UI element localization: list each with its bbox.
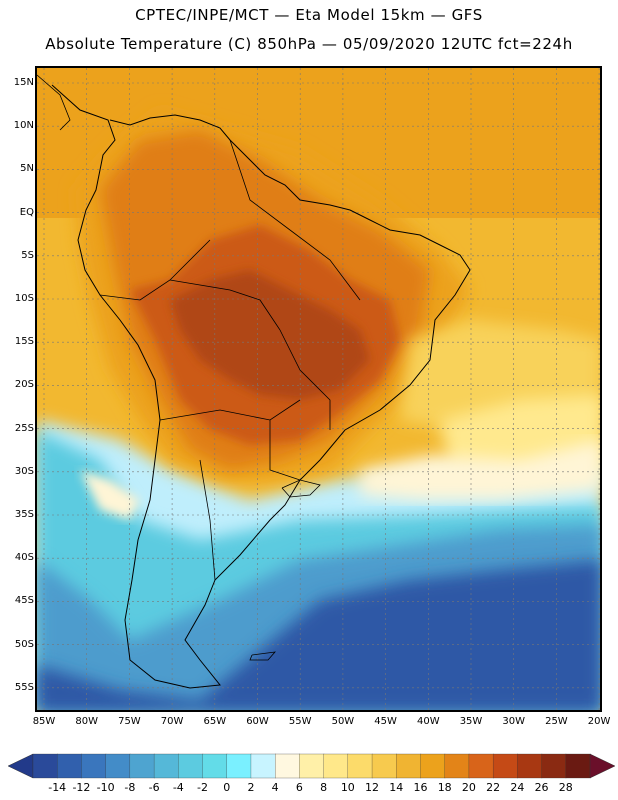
colorbar-tick-label: 28: [558, 781, 573, 794]
colorbar-swatch: [468, 753, 494, 779]
colorbar-swatch: [275, 753, 301, 779]
colorbar-tick-label: -8: [124, 781, 136, 794]
colorbar-tick-label: 24: [510, 781, 525, 794]
colorbar-tick-label: -4: [172, 781, 184, 794]
colorbar-swatch: [541, 753, 567, 779]
latitude-label: 5N: [20, 163, 34, 175]
temperature-map: [35, 66, 602, 712]
map-title-line-2: Absolute Temperature (C) 850hPa — 05/09/…: [45, 35, 573, 53]
longitude-label: 55W: [288, 716, 312, 727]
colorbar-swatch: [299, 753, 325, 779]
colorbar-swatch: [347, 753, 373, 779]
latitude-label: 15S: [14, 336, 34, 348]
colorbar-swatch: [202, 753, 228, 779]
colorbar-swatch: [420, 753, 446, 779]
colorbar-swatch: [517, 753, 543, 779]
colorbar-swatch: [178, 753, 204, 779]
longitude-label: 40W: [416, 716, 440, 727]
colorbar-tick-label: 18: [437, 781, 452, 794]
latitude-label: 30S: [14, 465, 34, 477]
colorbar-swatch: [492, 753, 518, 779]
temperature-field: [37, 68, 600, 710]
latitude-label: 20S: [14, 379, 34, 391]
longitude-label: 85W: [32, 716, 56, 727]
latitude-label: 45S: [14, 595, 34, 607]
colorbar-swatch: [129, 753, 155, 779]
latitude-label: 40S: [14, 552, 34, 564]
colorbar-tick-label: 22: [486, 781, 501, 794]
colorbar-tick-label: 26: [534, 781, 549, 794]
colorbar-tick-label: 16: [413, 781, 428, 794]
colorbar-swatch: [81, 753, 107, 779]
longitude-label: 80W: [75, 716, 98, 727]
colorbar-tick-label: 20: [461, 781, 476, 794]
colorbar-tick-label: -12: [72, 781, 91, 794]
colorbar-swatch: [396, 753, 422, 779]
latitude-label: 5S: [21, 249, 34, 261]
coastline-borders: [37, 74, 471, 689]
colorbar-under-arrow: [7, 753, 34, 779]
latitude-label: 55S: [14, 681, 34, 693]
colorbar-tick-label: 0: [223, 781, 231, 794]
latitude-label: 10S: [14, 293, 34, 304]
longitude-label: 35W: [459, 716, 483, 727]
longitude-label: 20W: [587, 716, 611, 727]
colorbar-tick-label: -14: [48, 781, 67, 794]
colorbar-swatch: [105, 753, 131, 779]
latitude-label: EQ: [19, 206, 34, 218]
map-title-line-1: CPTEC/INPE/MCT — Eta Model 15km — GFS: [135, 6, 483, 24]
colorbar-tick-label: -2: [197, 781, 208, 794]
longitude-label: 25W: [545, 716, 568, 727]
colorbar-tick-label: 12: [365, 781, 380, 794]
longitude-label: 70W: [160, 716, 184, 727]
colorbar-tick-label: 14: [389, 781, 404, 794]
longitude-label: 60W: [246, 716, 269, 727]
colorbar-tick-label: 2: [247, 781, 255, 794]
latitude-label: 15N: [13, 77, 34, 88]
colorbar-swatch: [371, 753, 397, 779]
latitude-label: 10N: [13, 120, 34, 132]
colorbar-tick-label: 6: [295, 781, 303, 794]
colorbar-swatch: [250, 753, 276, 779]
longitude-label: 45W: [374, 716, 397, 727]
longitude-label: 75W: [118, 716, 141, 727]
colorbar-swatch: [153, 753, 179, 779]
colorbar-swatch: [444, 753, 470, 779]
colorbar-swatch: [32, 753, 58, 779]
colorbar-tick-label: -6: [148, 781, 160, 794]
colorbar-tick-label: 8: [320, 781, 328, 794]
longitude-label: 30W: [502, 716, 525, 727]
colorbar-over-arrow: [589, 753, 616, 779]
longitude-label: 50W: [331, 716, 355, 727]
longitude-label: 65W: [203, 716, 227, 727]
colorbar-tick-label: 10: [340, 781, 355, 794]
latitude-label: 50S: [14, 638, 34, 650]
latitude-label: 25S: [14, 422, 34, 434]
colorbar-tick-label: 4: [271, 781, 279, 794]
temperature-colorbar: [7, 753, 616, 779]
colorbar-swatch: [565, 753, 591, 779]
colorbar-tick-label: -10: [96, 781, 115, 794]
colorbar-swatch: [323, 753, 349, 779]
latitude-label: 35S: [14, 509, 34, 520]
colorbar-swatch: [226, 753, 252, 779]
colorbar-swatch: [57, 753, 83, 779]
